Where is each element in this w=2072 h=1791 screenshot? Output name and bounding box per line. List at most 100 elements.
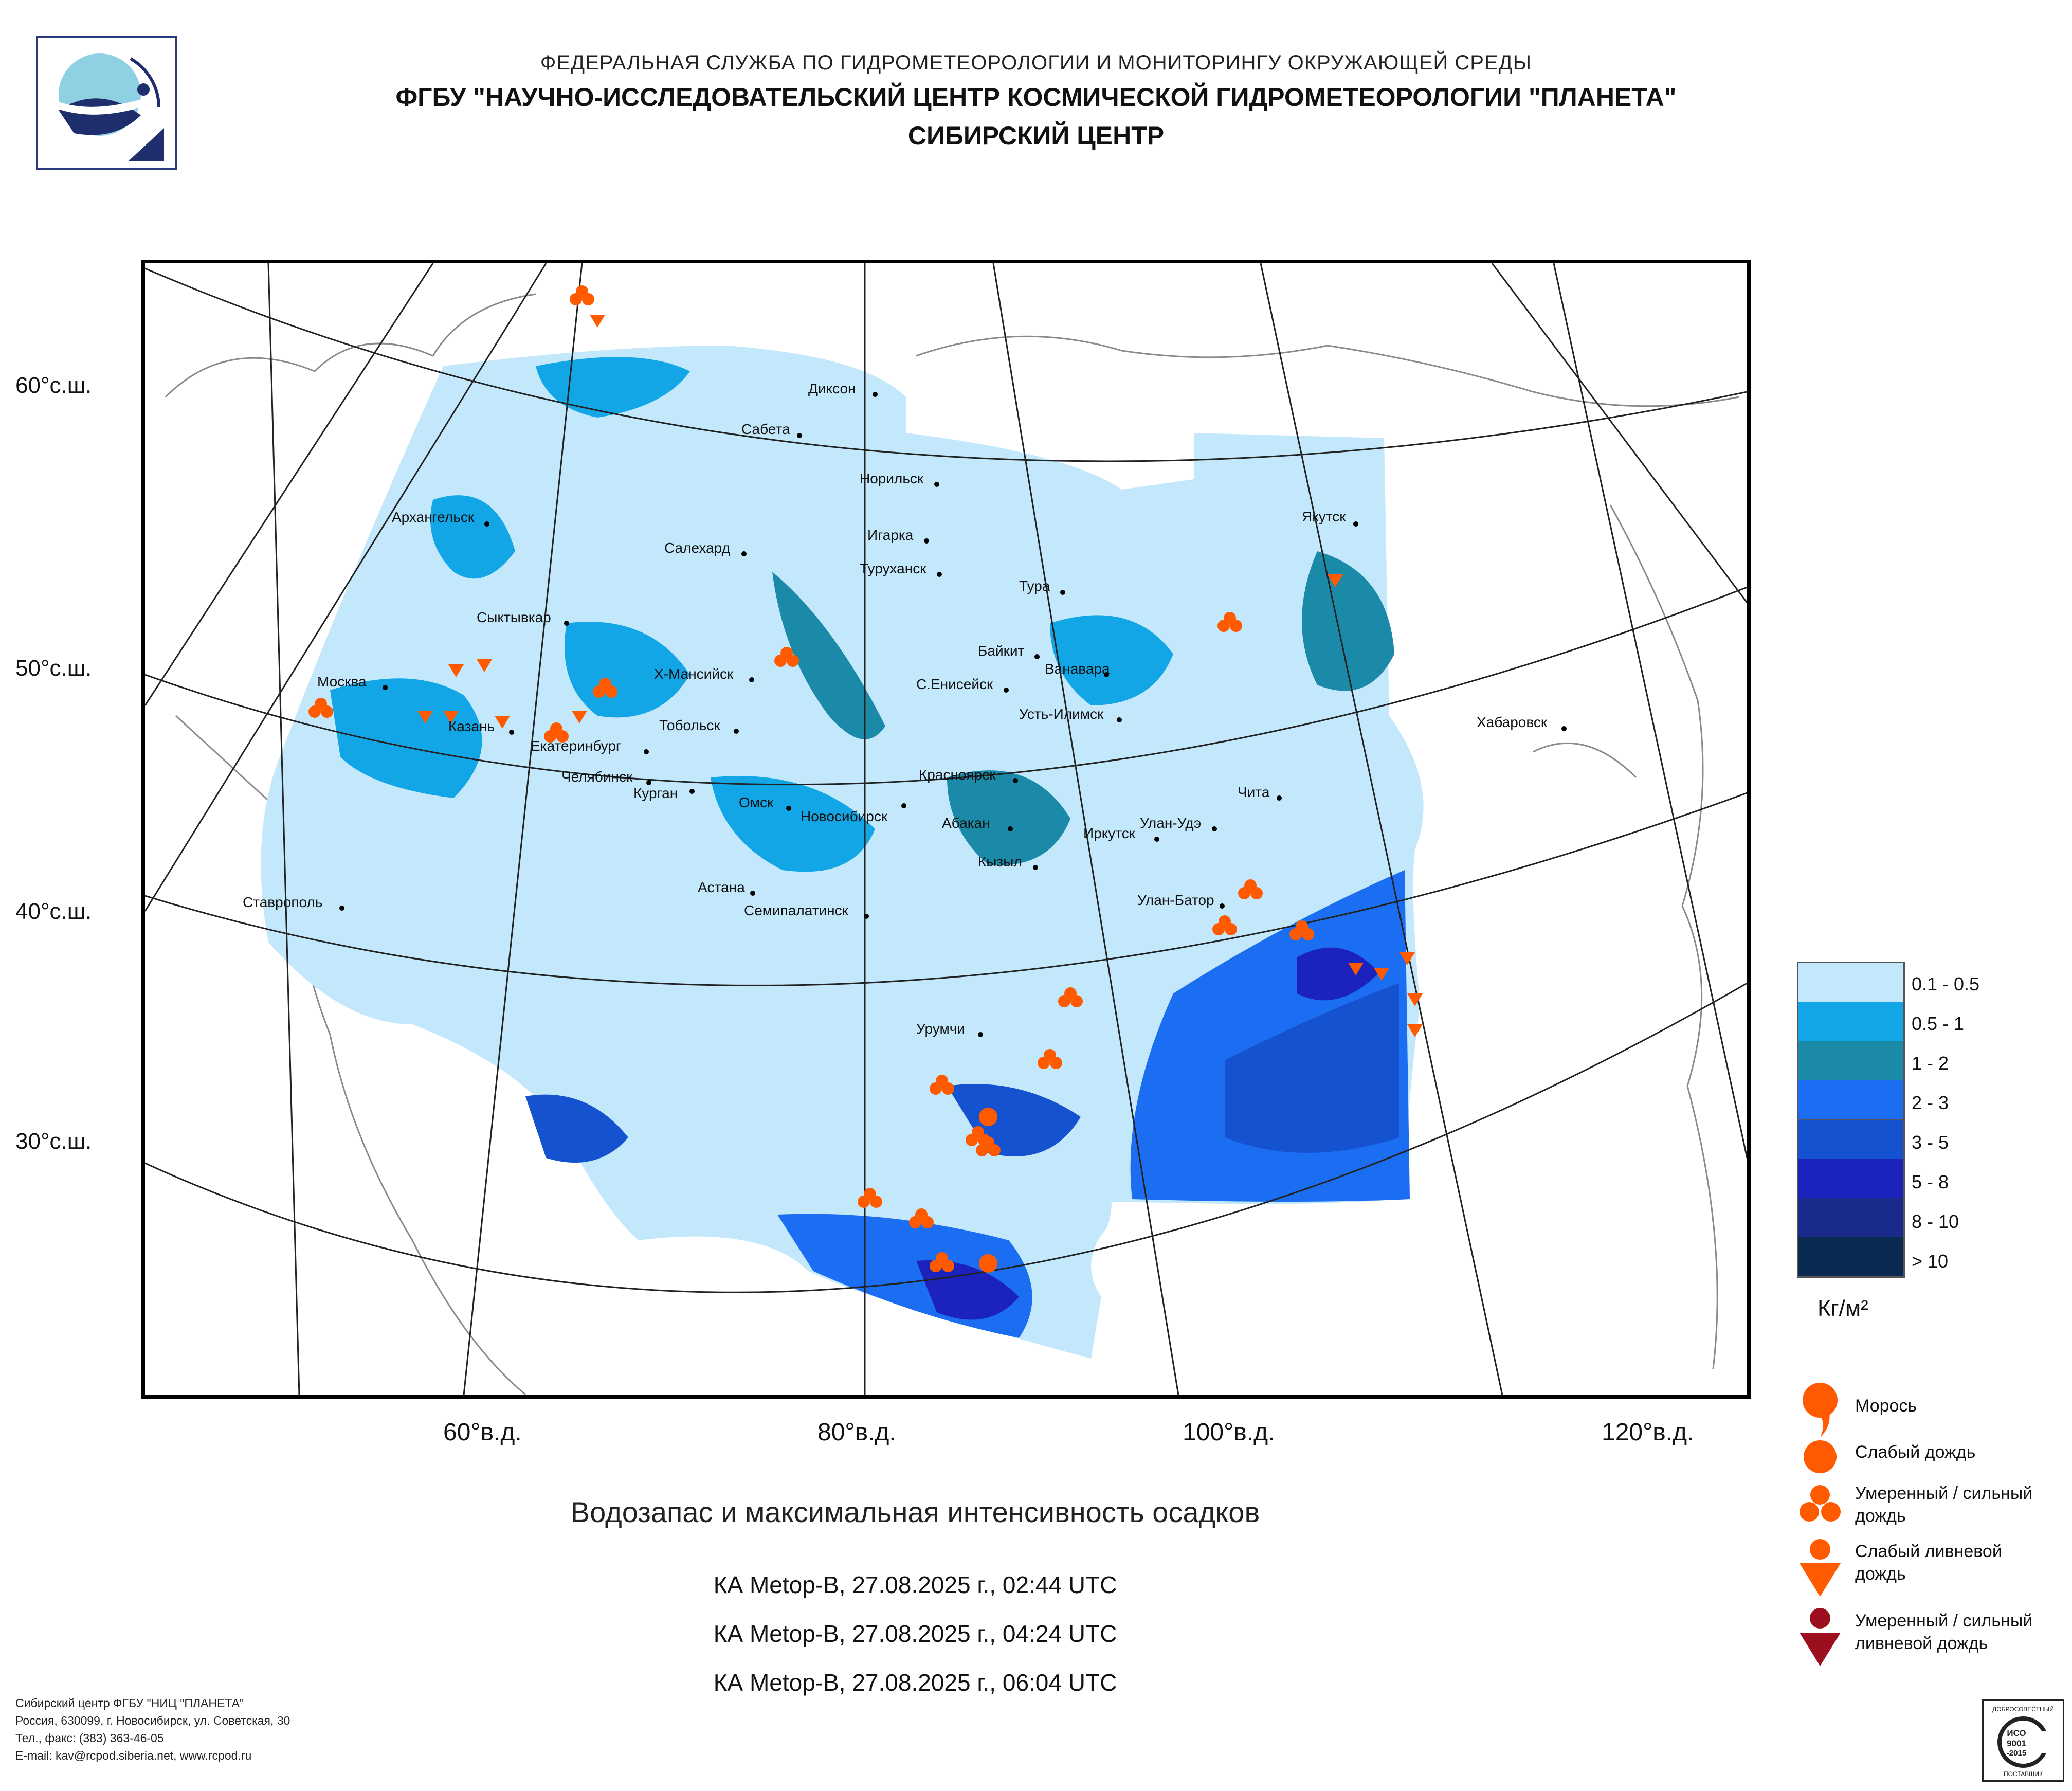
light-shower-marker (572, 711, 587, 723)
symbol-label-light-rain: Слабый дождь (1855, 1442, 1976, 1462)
city-label: Якутск (1302, 509, 1346, 524)
city-label: Курган (633, 785, 678, 801)
city-label: Игарка (867, 527, 914, 543)
light-shower-marker (443, 711, 459, 723)
city-label: Хабаровск (1477, 714, 1548, 730)
symbol-label-heavy-shower: Умеренный / сильный ливневой дождь (1855, 1611, 2033, 1653)
light-shower-marker (448, 664, 464, 677)
city-labels: Диксон Сабета Норильск Игарка Туруханск … (243, 381, 1548, 1037)
scale-swatch (1798, 1198, 1903, 1237)
precip-symbols (308, 285, 1423, 1273)
city-label: Ставрополь (243, 894, 322, 910)
light-shower-marker (495, 716, 510, 729)
scale-swatch (1798, 1041, 1903, 1081)
moderate-rain-marker (544, 722, 569, 743)
cert-top: ДОБРОСОВЕСТНЫЙ (1992, 1705, 2054, 1713)
city-label: Тура (1019, 578, 1050, 594)
cert-year: -2015 (2007, 1749, 2026, 1758)
symbol-label-moderate-rain: Умеренный / сильный дождь (1855, 1484, 2033, 1526)
scale-label: 0.1 - 0.5 (1912, 973, 1980, 994)
longitude-label: 80°в.д. (817, 1419, 896, 1446)
light-shower-marker (477, 659, 492, 672)
footer-contacts: Сибирский центр ФГБУ "НИЦ "ПЛАНЕТА" Росс… (15, 1694, 290, 1764)
moderate-rain-marker (1212, 915, 1237, 935)
scale-swatch (1798, 1002, 1903, 1042)
moderate-rain-marker (570, 285, 594, 305)
moderate-rain-marker (909, 1208, 934, 1228)
city-label: Улан-Батор (1137, 892, 1214, 908)
light-shower-marker (1348, 963, 1364, 975)
moderate-rain-marker (1038, 1049, 1062, 1069)
scale-label: 5 - 8 (1912, 1171, 1949, 1192)
scale-swatch (1798, 1080, 1903, 1120)
city-label: Новосибирск (801, 808, 888, 824)
moderate-rain-marker (774, 647, 799, 667)
water-content-scale (1797, 962, 1905, 1278)
city-label: Диксон (808, 381, 856, 396)
light-shower-marker (1399, 952, 1415, 965)
city-label: Туруханск (860, 560, 926, 576)
symbol-label-light-shower: Слабый ливневой дождь (1855, 1542, 2002, 1584)
city-label: Ванавара (1045, 661, 1110, 677)
city-label: Астана (698, 879, 745, 895)
city-label: Семипалатинск (744, 902, 849, 918)
moderate-rain-marker (976, 1136, 1001, 1156)
city-label: Сабета (741, 421, 790, 437)
scale-label: 3 - 5 (1912, 1132, 1949, 1153)
light-rain-marker (979, 1254, 997, 1273)
footer-address: Россия, 630099, г. Новосибирск, ул. Сове… (15, 1714, 290, 1727)
city-label: Екатеринбург (531, 738, 621, 754)
precipitation-map: Диксон Сабета Норильск Игарка Туруханск … (141, 260, 1751, 1399)
moderate-rain-icon (1800, 1485, 1841, 1522)
scale-swatch (1798, 963, 1903, 1003)
city-label: Тобольск (659, 717, 720, 733)
scale-label: 1 - 2 (1912, 1053, 1949, 1074)
city-label: Челябинск (561, 769, 633, 785)
light-shower-marker (1374, 968, 1389, 981)
organization-logo (36, 36, 177, 170)
city-label: Х-Мансийск (654, 666, 734, 682)
light-shower-marker (417, 711, 433, 723)
moderate-rain-marker (858, 1188, 882, 1208)
light-rain-icon (1804, 1440, 1837, 1473)
latitude-label: 40°с.ш. (15, 899, 92, 924)
city-label: Омск (739, 794, 774, 810)
moderate-rain-marker (1289, 920, 1314, 940)
light-shower-icon (1800, 1539, 1841, 1597)
city-markers (339, 392, 1567, 1037)
latitude-label: 60°с.ш. (15, 373, 92, 398)
city-label: Усть-Илимск (1019, 706, 1104, 722)
longitude-label: 120°в.д. (1602, 1419, 1694, 1446)
moderate-rain-marker (1058, 987, 1083, 1007)
scale-label: 2 - 3 (1912, 1092, 1949, 1113)
scale-label: > 10 (1912, 1251, 1949, 1272)
longitude-label: 60°в.д. (443, 1419, 522, 1446)
moderate-rain-marker (930, 1252, 954, 1272)
satellite-pass: КА Metop-B, 27.08.2025 г., 02:44 UTC (713, 1571, 1117, 1598)
city-label: Улан-Удэ (1140, 815, 1201, 831)
city-label: Иркутск (1083, 825, 1136, 841)
scale-swatch (1798, 1159, 1903, 1198)
footer-phone: Тел., факс: (383) 363-46-05 (15, 1731, 164, 1745)
city-label: Абакан (942, 815, 990, 831)
satellite-pass: КА Metop-B, 27.08.2025 г., 06:04 UTC (713, 1669, 1117, 1696)
light-shower-marker (590, 315, 605, 328)
symbol-legend-icons (1800, 1383, 1841, 1666)
iso-certificate-badge: ДОБРОСОВЕСТНЫЙ ИСО 9001 -2015 ПОСТАВЩИК (1982, 1699, 2064, 1782)
scale-label: 0.5 - 1 (1912, 1013, 1965, 1034)
cert-iso: ИСО (2007, 1728, 2026, 1738)
cert-number: 9001 (2007, 1739, 2026, 1748)
graticule (145, 263, 1747, 1395)
city-label: Чита (1238, 784, 1270, 800)
city-label: Кызыл (978, 854, 1022, 870)
moderate-rain-marker (308, 698, 333, 718)
light-shower-marker (1328, 574, 1343, 587)
header-agency: ФЕДЕРАЛЬНАЯ СЛУЖБА ПО ГИДРОМЕТЕОРОЛОГИИ … (540, 51, 1532, 74)
city-label: Салехард (664, 540, 730, 556)
moderate-rain-marker (1238, 879, 1263, 899)
footer-org: Сибирский центр ФГБУ "НИЦ "ПЛАНЕТА" (15, 1696, 244, 1710)
longitude-label: 100°в.д. (1183, 1419, 1275, 1446)
city-label: Норильск (860, 471, 924, 486)
light-rain-marker (979, 1108, 997, 1126)
city-label: С.Енисейск (916, 676, 993, 692)
